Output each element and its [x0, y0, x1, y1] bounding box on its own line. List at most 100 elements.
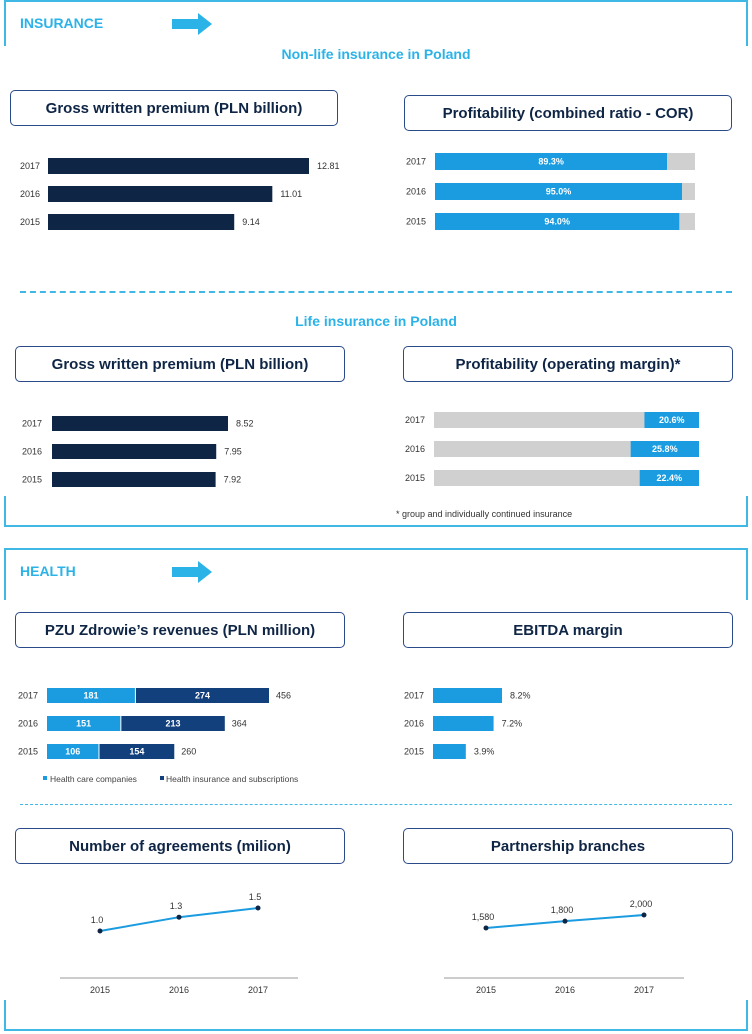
- bar-remainder: [679, 213, 695, 230]
- year-label: 2016: [404, 719, 424, 729]
- agreements-chart: 1.0 2015 1.3 2016 1.5 2017: [60, 892, 298, 995]
- legend-swatch-health-insurance: [160, 776, 164, 780]
- bar: [48, 214, 235, 230]
- bar-health-care: [47, 744, 99, 759]
- value-label: 274: [195, 691, 210, 701]
- nonlife-gwp-chart: 2017 12.81 2016 11.01 2015 9.14: [20, 158, 340, 230]
- nonlife-gwp-title: Gross written premium (PLN billion): [10, 90, 338, 126]
- legend-label: Health care companies: [50, 774, 137, 784]
- value-label: 1,800: [551, 905, 574, 915]
- year-label: 2017: [406, 157, 426, 167]
- agreements-title: Number of agreements (milion): [15, 828, 345, 864]
- value-label: 181: [83, 691, 98, 701]
- year-label: 2016: [18, 719, 38, 729]
- value-label: 1,580: [472, 912, 495, 922]
- value-label: 213: [166, 719, 181, 729]
- bar-health-insurance: [121, 716, 225, 731]
- year-label: 2016: [405, 444, 425, 454]
- year-label: 2017: [405, 415, 425, 425]
- bar-health-care: [47, 688, 135, 703]
- nonlife-cor-title: Profitability (combined ratio - COR): [404, 95, 732, 131]
- value-label: 9.14: [242, 217, 260, 227]
- bar: [433, 716, 494, 731]
- total-label: 364: [232, 719, 247, 729]
- bar-value: [435, 153, 668, 170]
- data-point: [641, 912, 647, 918]
- total-label: 260: [181, 747, 196, 757]
- health-section-title: HEALTH: [20, 563, 76, 579]
- insurance-frame-left-bottom: [4, 496, 6, 526]
- insurance-frame-right-bottom: [746, 496, 748, 526]
- year-label: 2017: [22, 419, 42, 429]
- life-footnote: * group and individually continued insur…: [396, 509, 573, 519]
- bar: [433, 688, 502, 703]
- nonlife-cor-chart: 2017 89.3% 2016 95.0% 2015 94.0%: [406, 153, 695, 230]
- arrow-right-icon: [172, 13, 212, 35]
- year-label: 2016: [406, 187, 426, 197]
- value-label: 25.8%: [652, 444, 678, 454]
- data-point: [483, 925, 489, 931]
- total-label: 456: [276, 691, 291, 701]
- value-label: 3.9%: [474, 747, 495, 757]
- value-label: 151: [76, 719, 91, 729]
- health-frame-left: [4, 548, 6, 600]
- value-label: 1.3: [170, 901, 183, 911]
- branches-title: Partnership branches: [403, 828, 733, 864]
- bar: [52, 416, 228, 431]
- bar-value: [435, 183, 682, 200]
- value-label: 1.0: [91, 915, 104, 925]
- year-label: 2015: [406, 217, 426, 227]
- arrow-right-icon: [172, 561, 212, 583]
- year-label: 2017: [20, 161, 40, 171]
- bar-value: [630, 441, 699, 457]
- bar: [52, 444, 217, 459]
- branches-chart: 1,580 2015 1,800 2016 2,000 2017: [444, 899, 684, 995]
- health-frame-right: [746, 548, 748, 600]
- year-label: 2015: [22, 475, 42, 485]
- data-point: [97, 928, 103, 934]
- data-point: [562, 918, 568, 924]
- insurance-section-title: INSURANCE: [20, 15, 104, 31]
- data-point: [176, 914, 182, 920]
- year-label: 2017: [18, 691, 38, 701]
- bar-remainder: [434, 412, 645, 428]
- bar-remainder: [667, 153, 695, 170]
- health-frame-right-bottom: [746, 1000, 748, 1030]
- life-gwp-title: Gross written premium (PLN billion): [15, 346, 345, 382]
- value-label: 22.4%: [657, 473, 683, 483]
- value-label: 94.0%: [544, 217, 570, 227]
- life-subtitle: Life insurance in Poland: [295, 313, 457, 329]
- value-label: 20.6%: [659, 415, 685, 425]
- bar: [433, 744, 466, 759]
- ebitda-chart: 2017 8.2% 2016 7.2% 2015 3.9%: [404, 688, 531, 759]
- year-label: 2016: [22, 447, 42, 457]
- bar-value: [644, 412, 699, 428]
- value-label: 95.0%: [546, 187, 572, 197]
- nonlife-subtitle: Non-life insurance in Poland: [281, 46, 471, 62]
- bar-health-insurance: [135, 688, 269, 703]
- bar-health-insurance: [99, 744, 175, 759]
- value-label: 2,000: [630, 899, 653, 909]
- x-tick-label: 2017: [634, 985, 654, 995]
- year-label: 2015: [405, 473, 425, 483]
- bar-remainder: [434, 441, 631, 457]
- life-margin-chart: 2017 20.6% 2016 25.8% 2015 22.4%: [405, 412, 699, 486]
- value-label: 7.95: [224, 447, 242, 457]
- value-label: 8.2%: [510, 691, 531, 701]
- health-revenue-chart: 2017 181 274 456 2016 151 213 364 2015 106 154 260 H…: [18, 688, 298, 784]
- x-tick-label: 2016: [555, 985, 575, 995]
- legend-label: Health insurance and subscriptions: [166, 774, 298, 784]
- bar: [48, 158, 309, 174]
- ebitda-title: EBITDA margin: [403, 612, 733, 648]
- value-label: 7.2%: [502, 719, 523, 729]
- bar-remainder: [682, 183, 695, 200]
- year-label: 2015: [18, 747, 38, 757]
- x-tick-label: 2015: [90, 985, 110, 995]
- insurance-frame-top: [4, 0, 748, 2]
- value-label: 1.5: [249, 892, 262, 902]
- bar: [48, 186, 273, 202]
- health-frame-top: [4, 548, 748, 550]
- divider-2: [20, 804, 732, 805]
- health-frame-bottom: [4, 1029, 748, 1031]
- value-label: 11.01: [280, 189, 302, 199]
